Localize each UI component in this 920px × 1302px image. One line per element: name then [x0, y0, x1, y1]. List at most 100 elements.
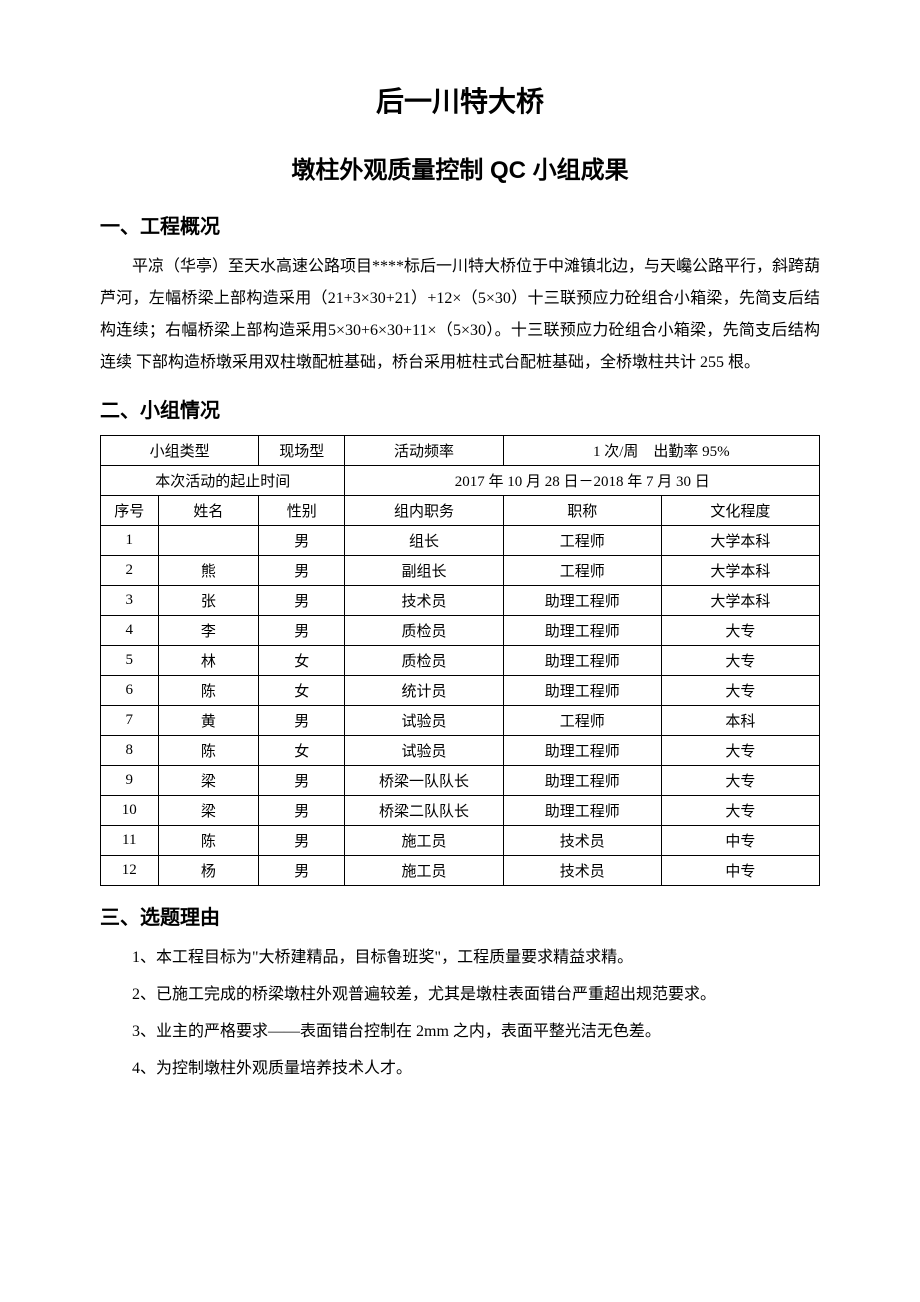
- cell-role: 施工员: [345, 826, 503, 856]
- activity-freq-label: 活动频率: [345, 436, 503, 466]
- document-title: 后一川特大桥: [100, 80, 820, 120]
- cell-seq: 11: [101, 826, 159, 856]
- cell-seq: 9: [101, 766, 159, 796]
- cell-name: 张: [158, 586, 259, 616]
- cell-gender: 男: [259, 766, 345, 796]
- cell-name: 熊: [158, 556, 259, 586]
- table-row: 6陈女统计员助理工程师大专: [101, 676, 820, 706]
- cell-role: 桥梁一队队长: [345, 766, 503, 796]
- cell-seq: 1: [101, 526, 159, 556]
- cell-edu: 本科: [661, 706, 819, 736]
- cell-edu: 大专: [661, 616, 819, 646]
- period-value: 2017 年 10 月 28 日－2018 年 7 月 30 日: [345, 466, 820, 496]
- cell-title: 技术员: [503, 826, 661, 856]
- table-row: 8陈女试验员助理工程师大专: [101, 736, 820, 766]
- cell-seq: 3: [101, 586, 159, 616]
- reason-item: 2、已施工完成的桥梁墩柱外观普遍较差，尤其是墩柱表面错台严重超出规范要求。: [100, 979, 820, 1011]
- section-1-heading: 一、工程概况: [100, 210, 820, 239]
- cell-gender: 女: [259, 736, 345, 766]
- cell-title: 助理工程师: [503, 586, 661, 616]
- cell-gender: 男: [259, 616, 345, 646]
- group-type-value: 现场型: [259, 436, 345, 466]
- cell-gender: 男: [259, 796, 345, 826]
- table-header-row: 序号 姓名 性别 组内职务 职称 文化程度: [101, 496, 820, 526]
- cell-gender: 女: [259, 676, 345, 706]
- table-row: 10梁男桥梁二队队长助理工程师大专: [101, 796, 820, 826]
- cell-role: 质检员: [345, 646, 503, 676]
- cell-edu: 大专: [661, 736, 819, 766]
- activity-freq-value: 1 次/周 出勤率 95%: [503, 436, 819, 466]
- cell-gender: 男: [259, 586, 345, 616]
- cell-role: 试验员: [345, 706, 503, 736]
- cell-name: 黄: [158, 706, 259, 736]
- cell-edu: 中专: [661, 856, 819, 886]
- table-row: 7黄男试验员工程师本科: [101, 706, 820, 736]
- cell-name: 林: [158, 646, 259, 676]
- th-edu: 文化程度: [661, 496, 819, 526]
- cell-role: 组长: [345, 526, 503, 556]
- cell-seq: 12: [101, 856, 159, 886]
- cell-seq: 6: [101, 676, 159, 706]
- table-row: 11陈男施工员技术员中专: [101, 826, 820, 856]
- cell-name: 陈: [158, 676, 259, 706]
- section-1-paragraph: 平凉（华亭）至天水高速公路项目****标后一川特大桥位于中滩镇北边，与天巉公路平…: [100, 251, 820, 379]
- cell-gender: 男: [259, 826, 345, 856]
- cell-name: 梁: [158, 766, 259, 796]
- cell-edu: 大专: [661, 646, 819, 676]
- th-gender: 性别: [259, 496, 345, 526]
- cell-title: 工程师: [503, 526, 661, 556]
- cell-seq: 2: [101, 556, 159, 586]
- cell-role: 副组长: [345, 556, 503, 586]
- cell-role: 施工员: [345, 856, 503, 886]
- cell-gender: 男: [259, 856, 345, 886]
- period-label: 本次活动的起止时间: [101, 466, 345, 496]
- cell-title: 助理工程师: [503, 796, 661, 826]
- table-row: 3张男技术员助理工程师大学本科: [101, 586, 820, 616]
- table-row: 1男组长工程师大学本科: [101, 526, 820, 556]
- cell-title: 助理工程师: [503, 646, 661, 676]
- section-2-heading: 二、小组情况: [100, 394, 820, 423]
- cell-name: 陈: [158, 736, 259, 766]
- cell-role: 技术员: [345, 586, 503, 616]
- cell-name: [158, 526, 259, 556]
- cell-seq: 5: [101, 646, 159, 676]
- table-row-meta-2: 本次活动的起止时间 2017 年 10 月 28 日－2018 年 7 月 30…: [101, 466, 820, 496]
- cell-edu: 大学本科: [661, 586, 819, 616]
- table-row-meta-1: 小组类型 现场型 活动频率 1 次/周 出勤率 95%: [101, 436, 820, 466]
- th-name: 姓名: [158, 496, 259, 526]
- cell-name: 陈: [158, 826, 259, 856]
- reason-item: 4、为控制墩柱外观质量培养技术人才。: [100, 1053, 820, 1085]
- cell-edu: 大专: [661, 676, 819, 706]
- cell-name: 梁: [158, 796, 259, 826]
- cell-title: 助理工程师: [503, 766, 661, 796]
- table-row: 2熊男副组长工程师大学本科: [101, 556, 820, 586]
- cell-seq: 7: [101, 706, 159, 736]
- cell-seq: 8: [101, 736, 159, 766]
- reason-item: 3、业主的严格要求——表面错台控制在 2mm 之内，表面平整光洁无色差。: [100, 1016, 820, 1048]
- cell-title: 工程师: [503, 706, 661, 736]
- table-row: 9梁男桥梁一队队长助理工程师大专: [101, 766, 820, 796]
- cell-role: 试验员: [345, 736, 503, 766]
- cell-title: 工程师: [503, 556, 661, 586]
- cell-edu: 大专: [661, 796, 819, 826]
- cell-seq: 10: [101, 796, 159, 826]
- team-table: 小组类型 现场型 活动频率 1 次/周 出勤率 95% 本次活动的起止时间 20…: [100, 435, 820, 886]
- cell-edu: 中专: [661, 826, 819, 856]
- cell-gender: 男: [259, 706, 345, 736]
- group-type-label: 小组类型: [101, 436, 259, 466]
- cell-role: 统计员: [345, 676, 503, 706]
- cell-edu: 大学本科: [661, 556, 819, 586]
- table-row: 4李男质检员助理工程师大专: [101, 616, 820, 646]
- th-title: 职称: [503, 496, 661, 526]
- cell-title: 助理工程师: [503, 616, 661, 646]
- cell-title: 助理工程师: [503, 736, 661, 766]
- cell-name: 李: [158, 616, 259, 646]
- cell-gender: 男: [259, 556, 345, 586]
- cell-gender: 女: [259, 646, 345, 676]
- th-role: 组内职务: [345, 496, 503, 526]
- cell-seq: 4: [101, 616, 159, 646]
- cell-name: 杨: [158, 856, 259, 886]
- cell-title: 助理工程师: [503, 676, 661, 706]
- reason-item: 1、本工程目标为"大桥建精品，目标鲁班奖"，工程质量要求精益求精。: [100, 942, 820, 974]
- th-seq: 序号: [101, 496, 159, 526]
